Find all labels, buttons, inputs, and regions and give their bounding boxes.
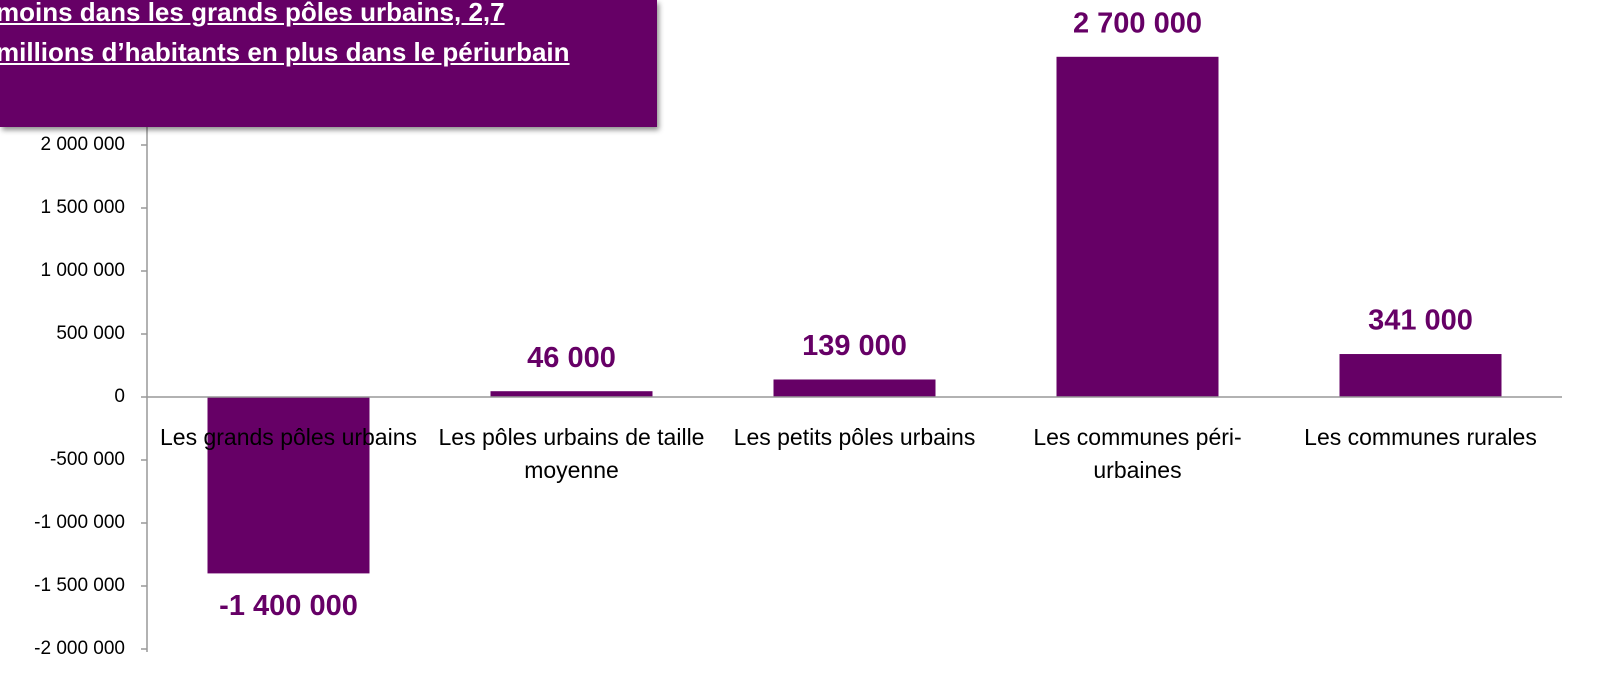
- x-tick-label: Les grands pôles urbains: [160, 424, 417, 450]
- x-tick-label: Les pôles urbains de taille moyenne: [438, 424, 705, 483]
- x-tick-label: Les petits pôles urbains: [733, 424, 976, 450]
- y-tick-label: -2 000 000: [34, 638, 125, 659]
- y-tick-label: 1 500 000: [40, 197, 125, 218]
- data-label: 139 000: [802, 330, 907, 362]
- y-tick-label: -1 500 000: [34, 575, 125, 596]
- y-tick-label: 1 000 000: [40, 260, 125, 281]
- bar: [490, 391, 653, 397]
- y-tick-label: 0: [114, 386, 125, 407]
- data-label: 46 000: [527, 342, 616, 374]
- y-tick-label: -500 000: [50, 449, 125, 470]
- bar: [773, 379, 936, 397]
- title-box: moins dans les grands pôles urbains, 2,7…: [0, 0, 657, 127]
- y-tick-label: -1 000 000: [34, 512, 125, 533]
- data-label: 341 000: [1368, 305, 1473, 337]
- x-tick-label: Les communes rurales: [1304, 424, 1537, 450]
- data-label: 2 700 000: [1073, 7, 1202, 39]
- bar: [207, 397, 370, 574]
- chart-title: moins dans les grands pôles urbains, 2,7…: [0, 0, 570, 67]
- y-tick-label: 2 000 000: [40, 134, 125, 155]
- bar: [1056, 56, 1219, 398]
- y-tick-label: 500 000: [56, 323, 125, 344]
- bar: [1339, 354, 1502, 397]
- x-tick-label: Les communes péri-urbaines: [1033, 424, 1242, 483]
- data-label: -1 400 000: [219, 590, 358, 622]
